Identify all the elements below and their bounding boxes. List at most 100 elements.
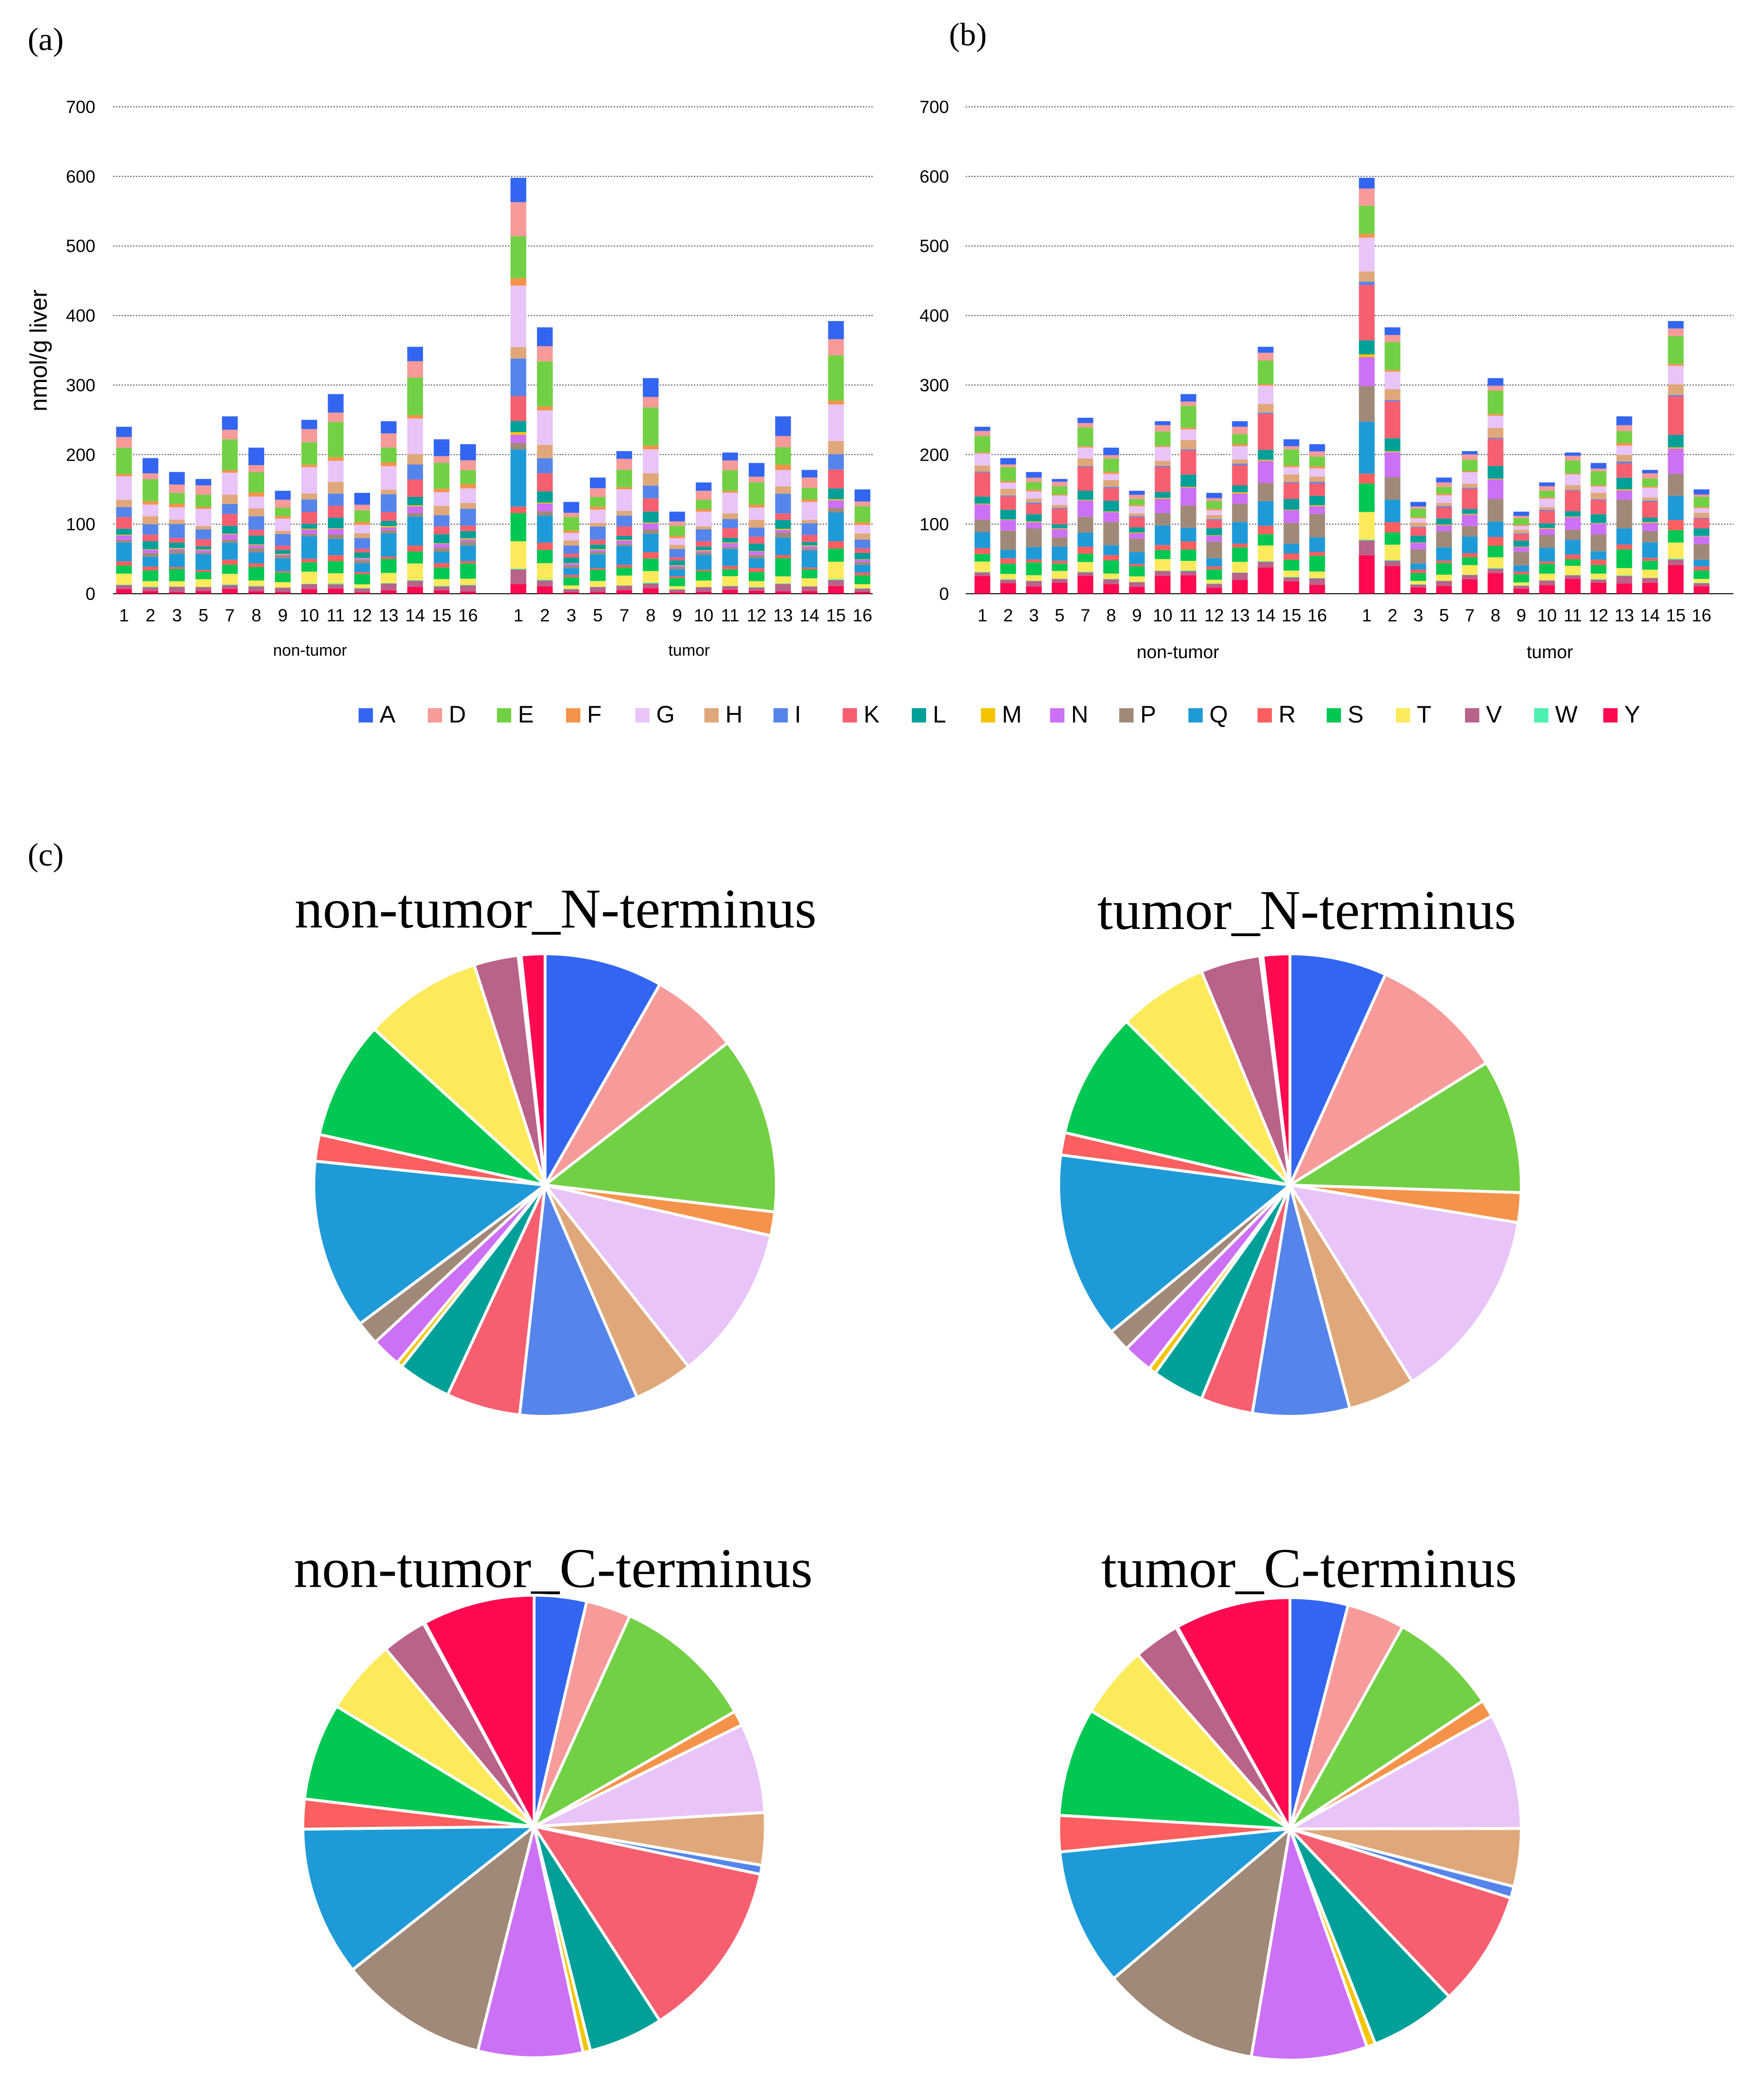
bar-segment-I: [669, 549, 685, 557]
bar-segment-V: [1487, 568, 1504, 573]
bar-series: [974, 177, 1710, 594]
bar-segment-R: [1436, 560, 1452, 563]
bar-segment-K: [1359, 285, 1375, 340]
bar-segment-K: [1642, 501, 1658, 518]
bar-segment-E: [616, 470, 632, 487]
bar-segment-I: [1693, 517, 1710, 519]
bar-segment-G: [354, 525, 370, 534]
bar-segment-G: [1283, 467, 1300, 475]
bar-segment-D: [1668, 328, 1684, 336]
bar-segment-D: [1129, 495, 1145, 499]
bar-segment-L: [1462, 509, 1478, 514]
bar-segment-R: [1283, 553, 1300, 560]
bar-segment-A: [1513, 511, 1529, 516]
bar-segment-D: [1410, 506, 1426, 509]
bar-segment-R: [1232, 544, 1248, 547]
bar-segment-A: [1487, 378, 1504, 386]
bar-segment-G: [1668, 366, 1684, 384]
bar-segment-H: [722, 513, 738, 519]
bar-segment-F: [1462, 471, 1478, 473]
bar-segment-Y: [1077, 576, 1093, 594]
legend-swatch: [1465, 708, 1479, 722]
bar-segment-F: [1000, 481, 1016, 483]
bar-series: [116, 177, 870, 594]
legend-item-T: T: [1396, 701, 1432, 728]
bar-segment-P: [1487, 499, 1504, 522]
bar-segment-V: [1462, 575, 1478, 579]
bar-segment-A: [1180, 394, 1197, 402]
bar-segment-T: [301, 571, 317, 584]
bar-segment-F: [1590, 485, 1607, 487]
bar-segment-M: [1410, 542, 1426, 543]
bar-segment-T: [169, 581, 185, 587]
bar-segment-G: [1258, 385, 1274, 404]
bar-segment-L: [1590, 514, 1607, 523]
bar-segment-F: [381, 462, 397, 466]
bar-segment-E: [116, 447, 132, 474]
bar-segment-Q: [1206, 558, 1222, 567]
bar-segment-E: [510, 236, 526, 279]
bar-segment-T: [1513, 582, 1529, 586]
bar-segment-M: [775, 528, 791, 530]
bar-segment-V: [510, 569, 526, 585]
bar-segment-M: [802, 545, 817, 547]
bar-segment-W: [537, 579, 553, 581]
bar-segment-I: [222, 504, 238, 514]
bar-segment-F: [563, 530, 579, 533]
bar-segment-R: [510, 506, 526, 514]
x-tick-label: 15: [1666, 606, 1685, 625]
bar-segment-Q: [1283, 544, 1300, 554]
bar-segment-I: [1052, 507, 1068, 509]
bar-segment-D: [1077, 423, 1093, 428]
bar-segment-K: [669, 557, 685, 561]
y-tick-label: 0: [939, 584, 949, 604]
bar-segment-S: [1026, 562, 1042, 576]
bar-segment-D: [1258, 352, 1274, 361]
bar-segment-E: [1000, 467, 1016, 481]
bar-segment-W: [1668, 558, 1684, 560]
bar-segment-A: [1052, 479, 1068, 482]
bar-segment-P: [1436, 531, 1452, 547]
bar-segment-Y: [1155, 576, 1171, 594]
bar-segment-K: [460, 526, 476, 531]
bar-segment-P: [828, 508, 844, 513]
bar-segment-Y: [222, 588, 238, 594]
bar-stack: [460, 444, 476, 594]
bar-segment-T: [828, 561, 844, 579]
bar-segment-S: [1668, 530, 1684, 543]
bar-segment-Y: [643, 588, 659, 594]
bar-segment-G: [1155, 447, 1171, 461]
bar-segment-N: [381, 527, 397, 530]
bar-segment-E: [460, 470, 476, 485]
bar-segment-A: [1000, 458, 1016, 464]
bar-segment-H: [196, 526, 211, 530]
bar-segment-H: [1129, 513, 1145, 516]
bar-segment-V: [1232, 573, 1248, 580]
bar-segment-Q: [1129, 552, 1145, 564]
legend-swatch: [1050, 708, 1064, 722]
bar-segment-T: [1539, 573, 1555, 580]
bar-segment-I: [1000, 495, 1016, 496]
bar-segment-F: [354, 522, 370, 525]
bar-segment-H: [1359, 271, 1375, 282]
bar-segment-R: [1129, 564, 1145, 567]
bar-segment-G: [1052, 495, 1068, 505]
bar-segment-V: [537, 580, 553, 587]
bar-segment-E: [1693, 496, 1710, 507]
bar-segment-H: [974, 465, 990, 472]
legend-label: F: [587, 701, 602, 728]
legend-item-Q: Q: [1188, 701, 1228, 728]
bar-segment-A: [1565, 452, 1581, 456]
bar-segment-G: [669, 538, 685, 545]
bar-segment-T: [1129, 576, 1145, 582]
bar-segment-H: [590, 523, 606, 527]
bar-segment-V: [169, 587, 185, 592]
bar-segment-R: [248, 563, 264, 567]
bar-segment-E: [1258, 361, 1274, 384]
bar-segment-K: [1129, 517, 1145, 528]
bar-segment-P: [563, 565, 579, 568]
bar-segment-P: [1026, 528, 1042, 547]
bar-segment-L: [1180, 475, 1197, 487]
x-tick-label: 5: [1055, 606, 1065, 625]
bar-segment-P: [196, 552, 211, 555]
